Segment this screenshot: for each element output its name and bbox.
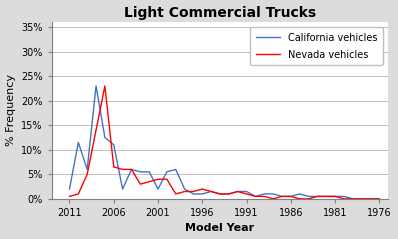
Nevada vehicles [147, 180, 152, 183]
California vehicles [333, 195, 338, 198]
X-axis label: Model Year: Model Year [185, 223, 255, 234]
Nevada vehicles [244, 193, 249, 196]
Legend: California vehicles, Nevada vehicles: California vehicles, Nevada vehicles [250, 27, 383, 65]
Nevada vehicles [174, 193, 178, 196]
Nevada vehicles [253, 195, 258, 198]
California vehicles [244, 190, 249, 193]
California vehicles [315, 195, 320, 198]
California vehicles [191, 193, 196, 196]
Nevada vehicles [297, 197, 302, 200]
California vehicles [368, 197, 373, 200]
Line: Nevada vehicles: Nevada vehicles [70, 86, 379, 199]
Nevada vehicles [226, 193, 231, 196]
Y-axis label: % Frequency: % Frequency [6, 75, 16, 147]
California vehicles [129, 168, 134, 171]
California vehicles [218, 193, 222, 196]
Nevada vehicles [306, 197, 311, 200]
California vehicles [297, 193, 302, 196]
Title: Light Commercial Trucks: Light Commercial Trucks [124, 5, 316, 20]
Nevada vehicles [111, 166, 116, 168]
California vehicles [262, 193, 267, 196]
Nevada vehicles [191, 190, 196, 193]
California vehicles [76, 141, 81, 144]
Nevada vehicles [351, 197, 355, 200]
Nevada vehicles [359, 197, 364, 200]
Nevada vehicles [368, 197, 373, 200]
California vehicles [341, 195, 346, 198]
Nevada vehicles [120, 168, 125, 171]
California vehicles [209, 190, 214, 193]
California vehicles [94, 85, 98, 87]
California vehicles [306, 195, 311, 198]
Nevada vehicles [333, 195, 338, 198]
Nevada vehicles [377, 197, 382, 200]
Nevada vehicles [129, 168, 134, 171]
Nevada vehicles [182, 190, 187, 193]
Nevada vehicles [200, 188, 205, 190]
California vehicles [182, 188, 187, 190]
California vehicles [156, 188, 160, 190]
Nevada vehicles [103, 85, 107, 87]
California vehicles [226, 193, 231, 196]
Nevada vehicles [94, 129, 98, 131]
Nevada vehicles [209, 190, 214, 193]
California vehicles [280, 195, 285, 198]
California vehicles [103, 136, 107, 139]
Nevada vehicles [280, 195, 285, 198]
California vehicles [351, 197, 355, 200]
California vehicles [235, 190, 240, 193]
California vehicles [164, 170, 169, 173]
Nevada vehicles [156, 178, 160, 181]
California vehicles [253, 195, 258, 198]
Nevada vehicles [289, 195, 293, 198]
California vehicles [120, 188, 125, 190]
Nevada vehicles [324, 195, 329, 198]
California vehicles [147, 170, 152, 173]
California vehicles [324, 195, 329, 198]
Nevada vehicles [164, 178, 169, 181]
Nevada vehicles [341, 197, 346, 200]
Nevada vehicles [218, 193, 222, 196]
California vehicles [138, 170, 143, 173]
California vehicles [289, 195, 293, 198]
Nevada vehicles [138, 183, 143, 185]
California vehicles [174, 168, 178, 171]
California vehicles [111, 143, 116, 146]
Nevada vehicles [235, 190, 240, 193]
California vehicles [271, 193, 275, 196]
California vehicles [200, 193, 205, 196]
Nevada vehicles [271, 197, 275, 200]
California vehicles [377, 197, 382, 200]
California vehicles [359, 197, 364, 200]
Line: California vehicles: California vehicles [70, 86, 379, 199]
Nevada vehicles [85, 173, 90, 176]
Nevada vehicles [76, 193, 81, 196]
California vehicles [67, 188, 72, 190]
California vehicles [85, 168, 90, 171]
Nevada vehicles [315, 195, 320, 198]
Nevada vehicles [262, 195, 267, 198]
Nevada vehicles [67, 195, 72, 198]
